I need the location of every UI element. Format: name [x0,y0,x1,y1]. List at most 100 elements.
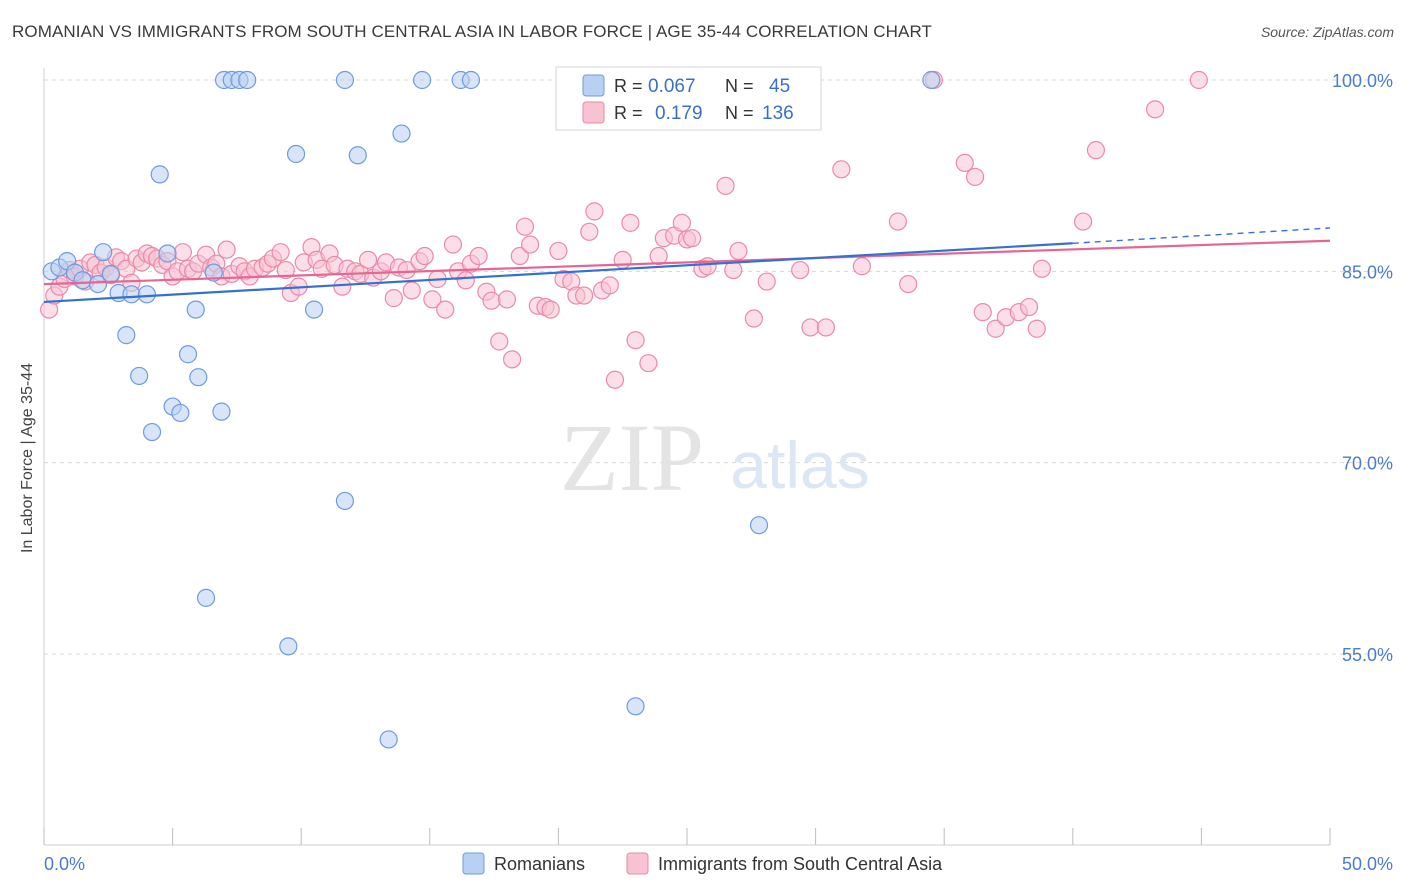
y-tick-label: 70.0% [1342,454,1393,474]
trend-lines [43,227,1331,304]
data-point-immigrants [443,235,463,254]
data-point-immigrants [515,217,535,236]
data-point-immigrants [503,350,522,369]
data-point-immigrants [973,303,992,322]
data-point-immigrants [724,260,743,280]
data-point-romanians [130,366,149,386]
data-point-immigrants [600,276,619,295]
data-point-immigrants [276,260,295,280]
data-point-immigrants [649,246,668,266]
data-point-immigrants [605,370,625,389]
data-point-immigrants [402,281,421,300]
trend-line-romanians [43,242,1073,304]
data-point-romanians [204,263,223,282]
data-point-immigrants [333,277,352,296]
data-point-immigrants [757,272,776,291]
legend-swatch-immigrants [626,852,649,875]
chart-title: ROMANIAN VS IMMIGRANTS FROM SOUTH CENTRA… [12,22,933,41]
data-point-immigrants [384,289,403,308]
data-point-romanians [178,345,198,364]
data-point-romanians [922,70,941,90]
stats-r-label-blue: R = [614,76,643,96]
data-point-romanians [212,402,231,421]
data-point-romanians [142,422,162,442]
data-point-romanians [158,244,177,263]
data-point-romanians [122,285,141,304]
data-point-immigrants [575,286,594,305]
data-point-romanians [150,165,169,184]
data-point-immigrants [397,260,416,280]
data-point-romanians [461,70,481,90]
data-point-immigrants [986,319,1005,338]
data-point-immigrants [217,240,236,259]
data-point-immigrants [626,331,645,350]
series-legend: Romanians Immigrants from South Central … [462,852,943,875]
data-point-romanians [279,637,298,656]
data-point-romanians [335,491,355,511]
data-point-immigrants [469,246,488,266]
data-point-immigrants [271,243,290,262]
legend-label-romanians: Romanians [494,854,585,874]
data-point-romanians [392,124,411,143]
data-point-immigrants [423,290,442,309]
stats-n-label-blue: N = [725,76,754,96]
data-point-immigrants [1086,141,1106,160]
stats-r-value-blue: 0.067 [648,76,696,97]
stats-n-value-blue: 45 [769,76,790,97]
watermark: ZIP atlas [560,404,870,511]
data-point-immigrants [173,243,192,262]
data-point-immigrants [482,291,501,310]
trend-line-immigrants [43,239,1331,286]
data-point-romanians [101,264,120,283]
data-point-immigrants [832,160,851,179]
data-point-romanians [189,368,208,387]
data-point-immigrants [1189,70,1208,90]
data-point-immigrants [415,246,434,266]
data-point-immigrants [965,167,985,187]
data-point-immigrants [744,309,763,328]
watermark-zip: ZIP [560,404,704,511]
data-point-immigrants [672,213,691,232]
data-point-immigrants [852,257,871,276]
data-point-romanians [238,70,257,90]
stats-n-value-pink: 136 [762,103,794,124]
data-point-romanians [171,403,190,423]
data-point-romanians [626,697,645,716]
trend-line-romanians-extension [1072,227,1331,244]
gridlines [44,79,1394,655]
stats-r-value-pink: 0.179 [655,103,703,124]
data-point-immigrants [955,153,974,173]
legend-swatch-romanians [462,852,485,875]
x-tick-labels: 0.0% 50.0% [44,854,1393,874]
x-tick-label: 0.0% [44,854,85,874]
data-point-immigrants [358,250,378,269]
data-point-romanians [749,516,769,535]
data-point-immigrants [580,222,599,241]
watermark-atlas: atlas [730,428,869,502]
data-point-immigrants [716,176,735,195]
stats-legend: R = 0.067 N = 45 R = 0.179 N = 136 [555,66,822,131]
data-point-romanians [94,243,113,262]
stats-swatch-blue [582,74,605,97]
data-point-romanians [88,274,108,294]
data-point-immigrants [729,241,748,261]
data-point-immigrants [698,257,717,276]
y-tick-label: 85.0% [1342,262,1393,282]
source-label: Source: ZipAtlas.com [1260,24,1394,40]
data-point-immigrants [801,318,820,337]
data-point-immigrants [585,202,604,221]
data-point-immigrants [639,354,658,373]
data-point-romanians [73,271,92,290]
data-point-romanians [186,300,205,319]
data-point-romanians [335,70,355,90]
data-point-immigrants [510,246,529,266]
data-point-immigrants [1032,259,1052,278]
data-point-romanians [137,285,156,304]
data-point-immigrants [888,212,908,231]
data-point-immigrants [683,229,702,248]
data-point-immigrants [1019,297,1039,317]
data-point-romanians [348,146,367,165]
data-point-immigrants [1146,100,1165,119]
axes [43,68,1331,846]
